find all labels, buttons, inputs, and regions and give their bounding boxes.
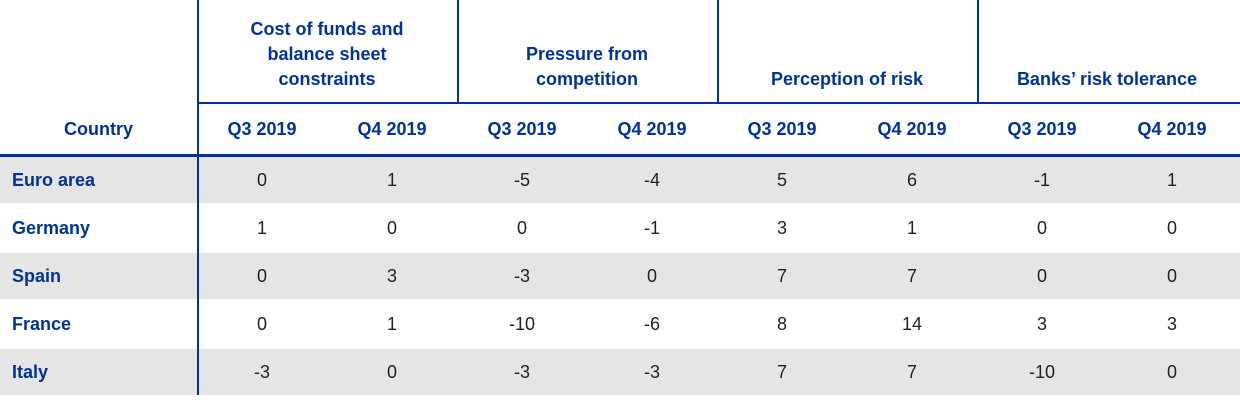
- group-header: Pressure from competition: [525, 44, 649, 89]
- value: 0: [1036, 217, 1047, 238]
- value: 5: [776, 169, 787, 190]
- value: 7: [906, 361, 917, 382]
- value: -3: [513, 361, 530, 382]
- divider: [0, 154, 1240, 157]
- value: -1: [1033, 169, 1050, 190]
- group-header: Banks’ risk tolerance: [1016, 69, 1198, 89]
- value: 0: [1166, 265, 1177, 286]
- divider: [977, 0, 979, 103]
- value: 14: [901, 313, 923, 334]
- column-header: Country: [64, 118, 133, 139]
- divider: [197, 0, 199, 395]
- value: -3: [513, 265, 530, 286]
- group-header: Perception of risk: [770, 69, 924, 89]
- period-header: Q4 2019: [877, 118, 947, 139]
- value: 0: [1166, 361, 1177, 382]
- value: 1: [386, 313, 397, 334]
- value: -1: [643, 217, 660, 238]
- period-header: Q3 2019: [1007, 118, 1077, 139]
- value: 7: [776, 361, 787, 382]
- value: -3: [253, 361, 270, 382]
- period-header: Q4 2019: [617, 118, 687, 139]
- value: 1: [1166, 169, 1177, 190]
- value: 1: [386, 169, 397, 190]
- value: 3: [1036, 313, 1047, 334]
- value: 0: [516, 217, 527, 238]
- period-header: Q3 2019: [487, 118, 557, 139]
- value: 1: [256, 217, 267, 238]
- value: -10: [1028, 361, 1055, 382]
- value: -5: [513, 169, 530, 190]
- row-shade: [0, 157, 1240, 203]
- value: 0: [386, 361, 397, 382]
- divider: [717, 0, 719, 103]
- value: 0: [256, 265, 267, 286]
- value: 0: [1166, 217, 1177, 238]
- value: -3: [643, 361, 660, 382]
- value: 3: [386, 265, 397, 286]
- period-header: Q4 2019: [357, 118, 427, 139]
- period-header: Q4 2019: [1137, 118, 1207, 139]
- value: 0: [256, 169, 267, 190]
- value: 0: [256, 313, 267, 334]
- value: 0: [646, 265, 657, 286]
- country: Euro area: [12, 169, 96, 190]
- value: 1: [906, 217, 917, 238]
- row-shade: [0, 349, 1240, 395]
- row-shade: [0, 253, 1240, 299]
- divider: [457, 0, 459, 103]
- period-header: Q3 2019: [747, 118, 817, 139]
- country: France: [12, 313, 72, 334]
- value: 3: [1166, 313, 1177, 334]
- value: 3: [776, 217, 787, 238]
- group-header: Cost of funds and balance sheet constrai…: [250, 19, 404, 89]
- country: Spain: [12, 265, 62, 286]
- value: 8: [776, 313, 787, 334]
- value: -10: [508, 313, 535, 334]
- period-header: Q3 2019: [227, 118, 297, 139]
- divider: [197, 102, 1240, 104]
- value: -6: [643, 313, 660, 334]
- country: Germany: [12, 217, 91, 238]
- value: 0: [386, 217, 397, 238]
- value: 6: [906, 169, 917, 190]
- value: -4: [643, 169, 660, 190]
- value: 7: [776, 265, 787, 286]
- value: 7: [906, 265, 917, 286]
- value: 0: [1036, 265, 1047, 286]
- country: Italy: [12, 361, 49, 382]
